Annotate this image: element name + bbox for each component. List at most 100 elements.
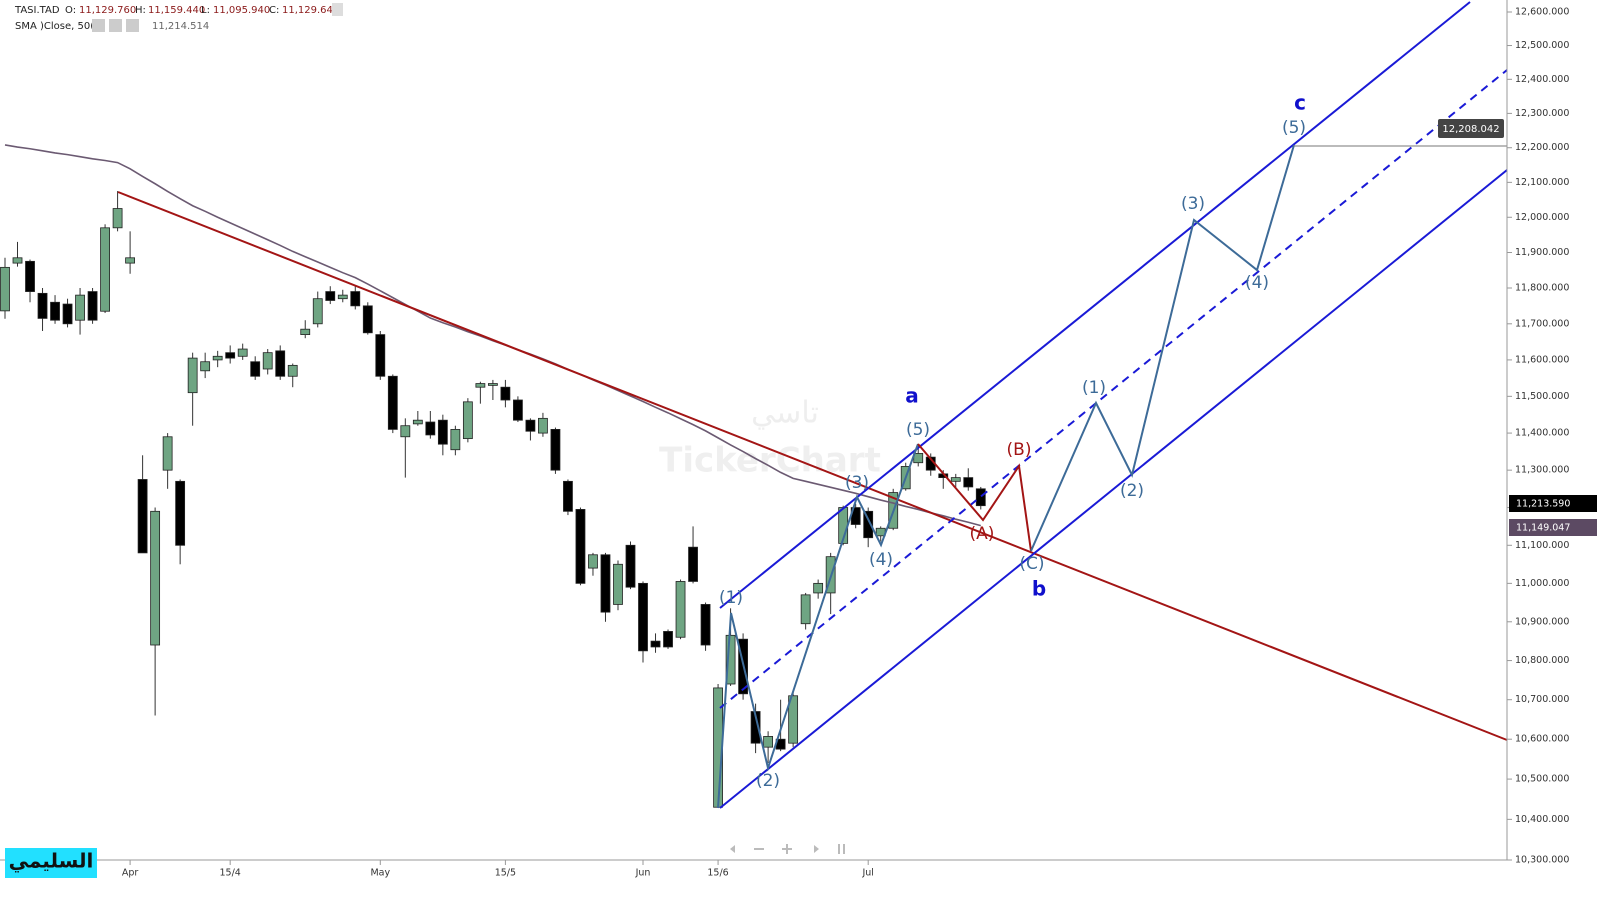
candle-body (863, 510, 874, 539)
sma-tag (1509, 519, 1597, 536)
wave-label: (2) (1120, 481, 1144, 501)
last-price-label: 11,213.590 (1516, 499, 1570, 510)
candle-body (25, 260, 35, 292)
y-axis-bg (1507, 0, 1597, 899)
y-axis-labels: 10,300.000 10,400.000 10,500.000 10,600.000… (1507, 7, 1569, 866)
candle-body (12, 257, 23, 264)
scroll-left[interactable] (730, 845, 735, 853)
candle-body (0, 266, 10, 312)
y-tick-label: 11,000.000 (1515, 578, 1569, 589)
x-tick-label: 15/4 (220, 868, 241, 879)
wave-label: (3) (1181, 194, 1205, 214)
candle-body (387, 375, 398, 430)
candle-body (638, 582, 648, 652)
zoom-in[interactable] (782, 844, 792, 854)
y-tick-label: 11,100.000 (1515, 540, 1569, 551)
channel-upper (719, 1, 1471, 609)
ohlc-key: C: (269, 5, 279, 16)
candle-body (625, 544, 636, 588)
candle-body (250, 361, 261, 377)
candle-body (588, 554, 598, 569)
channel-mid (719, 69, 1508, 709)
candle-body (525, 419, 536, 432)
candle-body (337, 294, 348, 300)
x-tick-label: May (370, 868, 390, 879)
candle-body (87, 291, 98, 321)
candle-body (325, 291, 336, 301)
target-label: 12,208.042 (1442, 124, 1499, 135)
watermark-arabic: تاسي (751, 396, 819, 431)
candle-body (487, 383, 498, 386)
candle-body (650, 640, 661, 648)
y-tick-label: 10,500.000 (1515, 774, 1569, 785)
ohlc-key: L: (201, 5, 210, 16)
y-tick-label: 10,400.000 (1515, 814, 1569, 825)
wave-label: (4) (869, 550, 893, 570)
candle-body (800, 594, 811, 625)
candle-body (462, 401, 473, 440)
candle-body (187, 357, 198, 394)
wave-label: (1) (719, 588, 743, 608)
indicator-settings[interactable] (92, 19, 105, 32)
candle-body (112, 208, 123, 229)
symbol: TASI.TAD (14, 5, 60, 16)
y-tick-label: 12,600.000 (1515, 7, 1569, 18)
wave-label: (C) (1019, 554, 1044, 574)
ohlc-value: 11,129.760 (79, 5, 136, 16)
candle-body (237, 348, 248, 357)
candle-body (162, 436, 173, 471)
y-tick-label: 10,700.000 (1515, 694, 1569, 705)
drawings (117, 1, 1508, 809)
wave-label: (5) (906, 420, 930, 440)
ohlc-value: 11,159.440 (148, 5, 205, 16)
annotations: (1) (2) (3) (4) (5) a (A) (B) (C) b (1) (2) (3) (4) (5… (719, 91, 1306, 792)
badge: السليمي (9, 849, 94, 874)
channel-lower (719, 169, 1508, 809)
y-tick-label: 12,200.000 (1515, 142, 1569, 153)
candle-body (75, 294, 85, 321)
candle-body (513, 399, 523, 421)
scroll-controls[interactable] (730, 844, 845, 854)
y-tick-label: 11,600.000 (1515, 354, 1569, 365)
wave-label: c (1294, 91, 1306, 115)
candle-body (688, 546, 698, 582)
candle-body (963, 477, 974, 488)
candle-body (312, 298, 323, 325)
wave-label: (4) (1245, 273, 1269, 293)
candle-body (37, 292, 48, 319)
candle-body (675, 581, 686, 638)
x-tick-label: Jun (635, 868, 651, 879)
pause[interactable] (838, 844, 845, 854)
candle-body (750, 711, 761, 744)
candle-body (975, 488, 986, 507)
y-tick-label: 11,700.000 (1515, 318, 1569, 329)
candle-body (700, 604, 711, 646)
candle-body (575, 509, 586, 584)
y-tick-label: 10,800.000 (1515, 655, 1569, 666)
candle-body (275, 350, 286, 377)
header-icon[interactable] (332, 3, 343, 16)
wave-path (917, 443, 1032, 552)
candle-body (62, 303, 73, 325)
y-tick-label: 10,600.000 (1515, 734, 1569, 745)
indicator-remove[interactable] (126, 19, 139, 32)
indicator-name: SMA )Close, 50( (15, 21, 94, 32)
y-tick-label: 11,400.000 (1515, 428, 1569, 439)
y-tick-label: 12,100.000 (1515, 177, 1569, 188)
y-tick-label: 10,300.000 (1515, 855, 1569, 866)
candle-body (500, 386, 511, 401)
y-tick-label: 11,300.000 (1515, 465, 1569, 476)
candle-body (262, 352, 273, 370)
candle-body (125, 257, 135, 264)
ohlc-value: 11,129.640 (282, 5, 339, 16)
scroll-right[interactable] (814, 845, 819, 853)
candle-body (137, 479, 148, 554)
zoom-out[interactable] (754, 848, 764, 850)
candle-body (287, 364, 298, 377)
wave-label: (2) (756, 771, 780, 791)
badge-bg (5, 848, 97, 878)
candle-body (600, 554, 611, 613)
x-tick-label: 15/6 (707, 868, 728, 879)
candle-body (550, 428, 561, 471)
indicator-edit[interactable] (109, 19, 122, 32)
